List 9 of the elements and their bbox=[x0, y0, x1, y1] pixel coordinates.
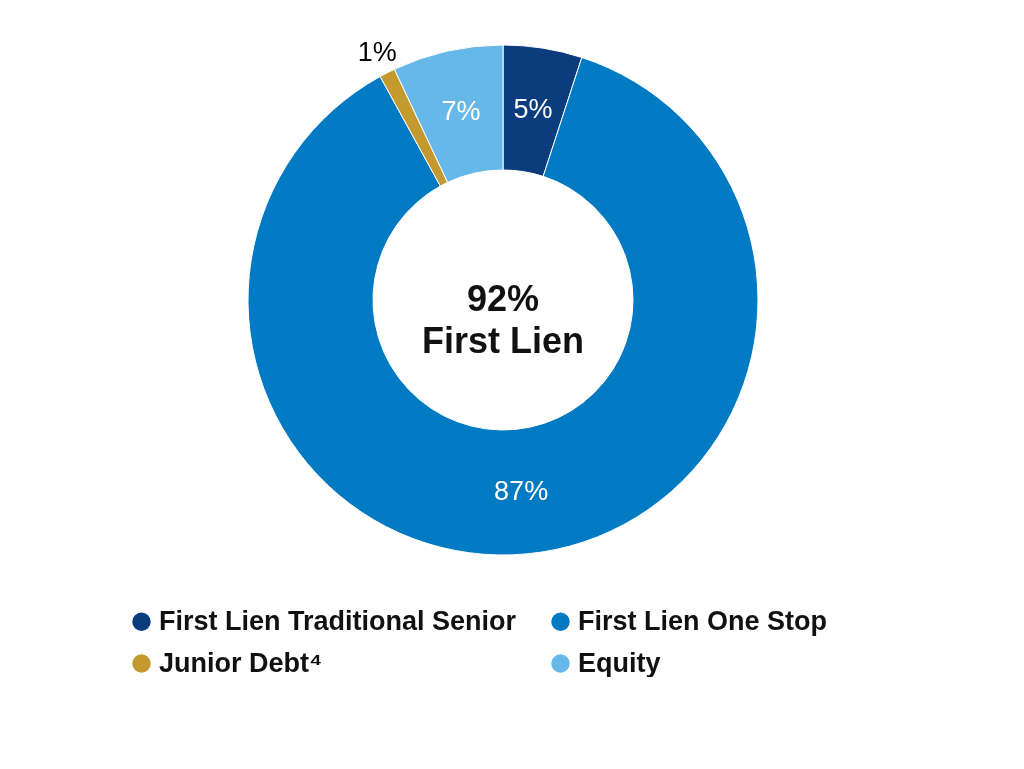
legend-label: Equity bbox=[578, 647, 661, 678]
legend-label: First Lien One Stop bbox=[578, 605, 828, 636]
legend-label: First Lien Traditional Senior bbox=[159, 605, 517, 636]
data-label: 87% bbox=[494, 475, 549, 506]
text: 92% First Lien bbox=[421, 278, 585, 361]
data-label: 7% bbox=[441, 96, 481, 127]
data-label: 1% bbox=[357, 37, 397, 68]
legend-label: Junior Debt⁴ bbox=[159, 647, 323, 678]
data-label: 5% bbox=[513, 93, 553, 124]
